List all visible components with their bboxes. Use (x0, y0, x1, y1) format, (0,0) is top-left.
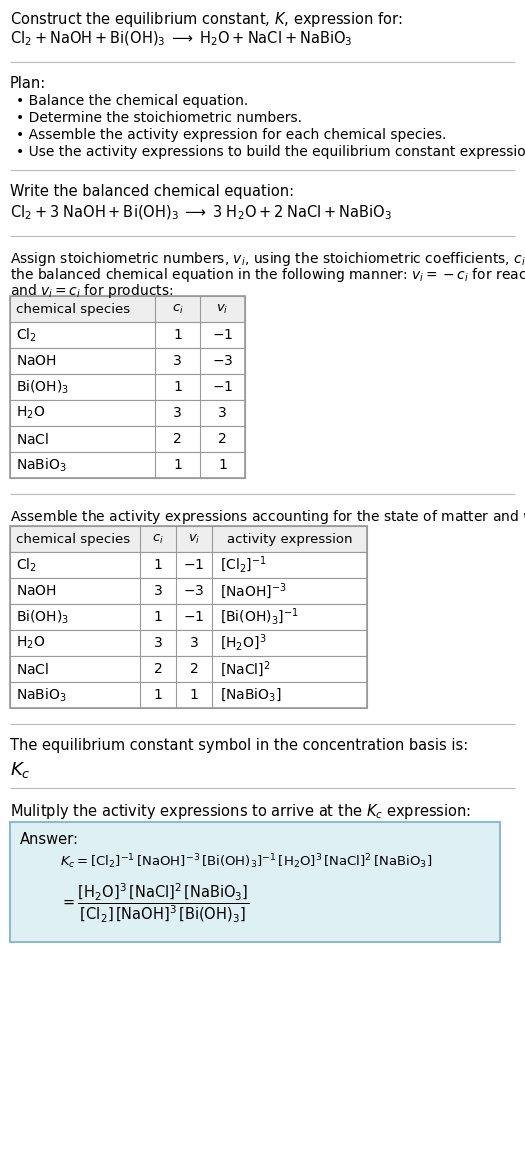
Bar (10, 630, 367, 655)
Bar (10, 526, 367, 552)
Bar (10, 604, 367, 630)
Text: • Assemble the activity expression for each chemical species.: • Assemble the activity expression for e… (16, 128, 446, 142)
Text: 3: 3 (154, 636, 162, 650)
Bar (10, 552, 367, 578)
Bar (10, 526, 367, 709)
Text: $[\mathrm{H_2O}]^3$: $[\mathrm{H_2O}]^3$ (220, 632, 266, 653)
Text: chemical species: chemical species (16, 302, 130, 315)
Text: $\mathrm{NaCl}$: $\mathrm{NaCl}$ (16, 661, 49, 676)
Text: 1: 1 (173, 458, 182, 472)
Text: $[\mathrm{Bi(OH)_3}]^{-1}$: $[\mathrm{Bi(OH)_3}]^{-1}$ (220, 607, 299, 628)
Text: $[\mathrm{NaOH}]^{-3}$: $[\mathrm{NaOH}]^{-3}$ (220, 582, 287, 601)
Text: $K_c = [\mathrm{Cl_2}]^{-1}\,[\mathrm{NaOH}]^{-3}\,[\mathrm{Bi(OH)_3}]^{-1}\,[\m: $K_c = [\mathrm{Cl_2}]^{-1}\,[\mathrm{Na… (60, 852, 432, 871)
Text: 2: 2 (154, 662, 162, 676)
Text: $-3$: $-3$ (212, 354, 233, 368)
Bar (10, 655, 367, 682)
Text: Plan:: Plan: (10, 76, 46, 91)
Text: $-1$: $-1$ (183, 610, 205, 624)
Text: $\mathrm{NaCl}$: $\mathrm{NaCl}$ (16, 432, 49, 447)
Text: $-3$: $-3$ (183, 584, 205, 598)
Text: Answer:: Answer: (20, 832, 79, 847)
Text: 2: 2 (173, 432, 182, 445)
Text: 3: 3 (218, 406, 227, 420)
Text: 3: 3 (190, 636, 198, 650)
Text: $-1$: $-1$ (183, 559, 205, 572)
Text: $\mathrm{Cl_2 + 3\;NaOH + Bi(OH)_3 \;\longrightarrow\; 3\;H_2O + 2\;NaCl + NaBiO: $\mathrm{Cl_2 + 3\;NaOH + Bi(OH)_3 \;\lo… (10, 204, 392, 223)
Text: $\mathrm{H_2O}$: $\mathrm{H_2O}$ (16, 635, 45, 651)
Text: The equilibrium constant symbol in the concentration basis is:: The equilibrium constant symbol in the c… (10, 739, 468, 754)
Text: $v_i$: $v_i$ (188, 532, 200, 546)
Bar (10, 349, 245, 374)
Bar (10, 578, 367, 604)
Text: $[\mathrm{NaBiO_3}]$: $[\mathrm{NaBiO_3}]$ (220, 687, 281, 704)
Text: 1: 1 (153, 610, 162, 624)
Text: 1: 1 (173, 328, 182, 342)
Text: 2: 2 (190, 662, 198, 676)
Text: $[\mathrm{NaCl}]^2$: $[\mathrm{NaCl}]^2$ (220, 659, 270, 679)
Text: 1: 1 (173, 380, 182, 394)
Text: $\mathrm{NaOH}$: $\mathrm{NaOH}$ (16, 354, 57, 368)
Text: 3: 3 (154, 584, 162, 598)
Text: $\mathrm{NaBiO_3}$: $\mathrm{NaBiO_3}$ (16, 456, 67, 473)
Text: $\mathrm{NaBiO_3}$: $\mathrm{NaBiO_3}$ (16, 687, 67, 704)
Bar (10, 374, 245, 400)
Text: $c_i$: $c_i$ (152, 532, 164, 546)
Text: 3: 3 (173, 354, 182, 368)
Bar (10, 400, 245, 426)
Text: 2: 2 (218, 432, 227, 445)
Text: Assign stoichiometric numbers, $v_i$, using the stoichiometric coefficients, $c_: Assign stoichiometric numbers, $v_i$, us… (10, 250, 525, 268)
Text: Mulitply the activity expressions to arrive at the $K_c$ expression:: Mulitply the activity expressions to arr… (10, 802, 471, 820)
Text: $c_i$: $c_i$ (172, 302, 183, 315)
Text: • Balance the chemical equation.: • Balance the chemical equation. (16, 93, 248, 108)
Text: 3: 3 (173, 406, 182, 420)
Text: 1: 1 (218, 458, 227, 472)
Text: $= \dfrac{[\mathrm{H_2O}]^3\,[\mathrm{NaCl}]^2\,[\mathrm{NaBiO_3}]}{[\mathrm{Cl_: $= \dfrac{[\mathrm{H_2O}]^3\,[\mathrm{Na… (60, 882, 249, 926)
Text: chemical species: chemical species (16, 532, 130, 546)
Text: • Use the activity expressions to build the equilibrium constant expression.: • Use the activity expressions to build … (16, 145, 525, 159)
Text: 1: 1 (190, 688, 198, 702)
Text: the balanced chemical equation in the following manner: $v_i = -c_i$ for reactan: the balanced chemical equation in the fo… (10, 267, 525, 284)
Text: $[\mathrm{Cl_2}]^{-1}$: $[\mathrm{Cl_2}]^{-1}$ (220, 555, 267, 575)
Text: • Determine the stoichiometric numbers.: • Determine the stoichiometric numbers. (16, 111, 302, 125)
Text: $\mathrm{Bi(OH)_3}$: $\mathrm{Bi(OH)_3}$ (16, 379, 69, 396)
Text: $v_i$: $v_i$ (216, 302, 229, 315)
Bar (10, 295, 245, 322)
Bar (10, 682, 367, 709)
Text: $-1$: $-1$ (212, 328, 233, 342)
Text: 1: 1 (153, 559, 162, 572)
Bar (10, 822, 500, 942)
Bar (10, 295, 245, 478)
Bar (10, 452, 245, 478)
Text: $\mathrm{Bi(OH)_3}$: $\mathrm{Bi(OH)_3}$ (16, 608, 69, 625)
Text: $\mathrm{Cl_2}$: $\mathrm{Cl_2}$ (16, 556, 37, 574)
Text: Construct the equilibrium constant, $K$, expression for:: Construct the equilibrium constant, $K$,… (10, 10, 403, 29)
Text: Assemble the activity expressions accounting for the state of matter and $v_i$:: Assemble the activity expressions accoun… (10, 508, 525, 526)
Text: $\mathrm{NaOH}$: $\mathrm{NaOH}$ (16, 584, 57, 598)
Text: Write the balanced chemical equation:: Write the balanced chemical equation: (10, 183, 294, 198)
Text: $\mathrm{Cl_2 + NaOH + Bi(OH)_3 \;\longrightarrow\; H_2O + NaCl + NaBiO_3}$: $\mathrm{Cl_2 + NaOH + Bi(OH)_3 \;\longr… (10, 30, 352, 48)
Text: activity expression: activity expression (227, 532, 352, 546)
Text: $\mathrm{H_2O}$: $\mathrm{H_2O}$ (16, 405, 45, 421)
Text: $-1$: $-1$ (212, 380, 233, 394)
Text: 1: 1 (153, 688, 162, 702)
Text: and $v_i = c_i$ for products:: and $v_i = c_i$ for products: (10, 282, 173, 300)
Text: $K_c$: $K_c$ (10, 760, 30, 780)
Bar (10, 322, 245, 349)
Bar (10, 426, 245, 452)
Text: $\mathrm{Cl_2}$: $\mathrm{Cl_2}$ (16, 327, 37, 344)
